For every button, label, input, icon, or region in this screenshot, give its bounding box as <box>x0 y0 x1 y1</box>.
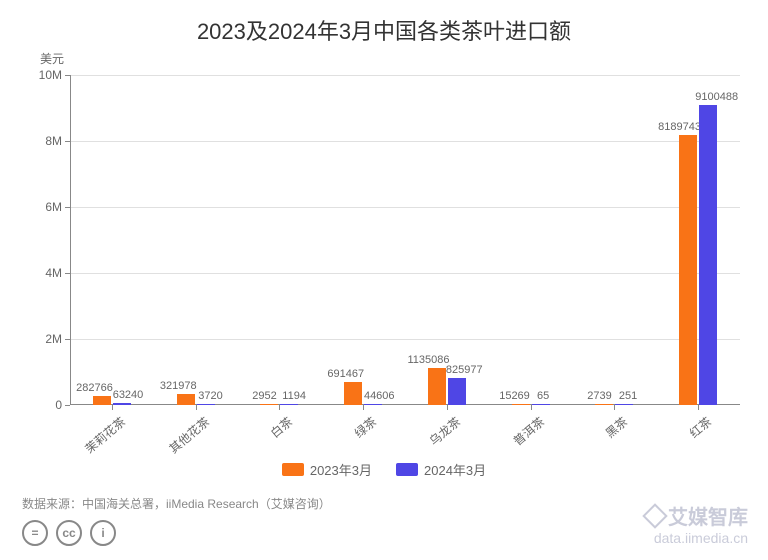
data-source-text: 数据来源：中国海关总署，iiMedia Research（艾媒咨询） <box>22 495 331 512</box>
x-tick <box>447 405 448 410</box>
cc-icon: cc <box>56 520 82 546</box>
y-tick-label: 10M <box>39 68 62 82</box>
y-tick <box>65 273 70 274</box>
watermark-logo-icon <box>642 503 667 528</box>
bar-2024年3月: 3720 <box>197 404 215 405</box>
chart-legend: 2023年3月 2024年3月 <box>0 460 768 479</box>
bar-value-label: 65 <box>537 390 549 402</box>
bar-2023年3月: 8189743 <box>679 135 697 405</box>
y-tick <box>65 207 70 208</box>
x-category-label: 绿茶 <box>351 413 380 441</box>
footer-license-icons: = cc i <box>22 520 116 546</box>
y-tick <box>65 75 70 76</box>
chart-plot-area: 2827666324032197837202952119469146744606… <box>70 75 740 405</box>
x-category-label: 白茶 <box>267 413 296 441</box>
x-tick <box>363 405 364 410</box>
x-category-label: 普洱茶 <box>509 413 548 449</box>
bar-2023年3月: 321978 <box>177 394 195 405</box>
bar-value-label: 44606 <box>364 390 395 402</box>
bar-value-label: 2739 <box>587 390 611 402</box>
watermark: 艾媒智库 data.iimedia.cn <box>646 501 748 546</box>
bar-value-label: 9100488 <box>695 91 738 103</box>
x-tick <box>698 405 699 410</box>
bar-2023年3月: 15269 <box>512 404 530 405</box>
legend-swatch <box>396 463 418 476</box>
bar-2024年3月: 63240 <box>113 403 131 405</box>
bar-value-label: 282766 <box>76 382 113 394</box>
y-tick-label: 6M <box>45 200 62 214</box>
legend-swatch <box>282 463 304 476</box>
bar-2023年3月: 282766 <box>93 396 111 405</box>
bar-2023年3月: 2739 <box>595 404 613 405</box>
bar-value-label: 321978 <box>160 380 197 392</box>
legend-item: 2024年3月 <box>396 460 486 479</box>
x-tick <box>531 405 532 410</box>
bar-2024年3月: 251 <box>615 404 633 405</box>
x-category-label: 茉莉花茶 <box>81 413 129 457</box>
x-tick <box>279 405 280 410</box>
bar-value-label: 251 <box>619 390 637 402</box>
x-tick <box>614 405 615 410</box>
bar-value-label: 691467 <box>327 368 364 380</box>
bar-2024年3月: 1194 <box>280 404 298 405</box>
bar-value-label: 8189743 <box>658 121 701 133</box>
bar-2024年3月: 9100488 <box>699 105 717 405</box>
y-tick-label: 0 <box>55 398 62 412</box>
bar-value-label: 1135086 <box>407 354 449 366</box>
y-tick-label: 8M <box>45 134 62 148</box>
x-category-label: 红茶 <box>686 413 715 441</box>
watermark-url: data.iimedia.cn <box>646 530 748 546</box>
y-tick <box>65 339 70 340</box>
bar-value-label: 63240 <box>113 389 144 401</box>
bar-2024年3月: 44606 <box>364 404 382 405</box>
x-category-label: 其他花茶 <box>165 413 213 457</box>
x-tick <box>112 405 113 410</box>
legend-item: 2023年3月 <box>282 460 372 479</box>
legend-label: 2023年3月 <box>310 460 372 479</box>
x-category-label: 黑茶 <box>602 413 631 441</box>
info-icon: i <box>90 520 116 546</box>
bar-value-label: 1194 <box>282 390 306 402</box>
x-tick <box>196 405 197 410</box>
equals-icon: = <box>22 520 48 546</box>
bar-value-label: 825977 <box>446 364 483 376</box>
y-tick-label: 2M <box>45 332 62 346</box>
legend-label: 2024年3月 <box>424 460 486 479</box>
bar-value-label: 15269 <box>499 390 530 402</box>
bar-value-label: 3720 <box>198 390 222 402</box>
y-tick <box>65 405 70 406</box>
y-tick <box>65 141 70 142</box>
bar-2023年3月: 691467 <box>344 382 362 405</box>
bars-layer: 2827666324032197837202952119469146744606… <box>70 75 740 405</box>
bar-2023年3月: 2952 <box>260 404 278 405</box>
bar-2024年3月: 65 <box>532 404 550 405</box>
bar-2024年3月: 825977 <box>448 378 466 405</box>
y-axis-unit-label: 美元 <box>40 50 64 67</box>
chart-title: 2023及2024年3月中国各类茶叶进口额 <box>0 0 768 46</box>
y-tick-label: 4M <box>45 266 62 280</box>
bar-value-label: 2952 <box>252 390 276 402</box>
bar-2023年3月: 1135086 <box>428 368 446 405</box>
watermark-name: 艾媒智库 <box>668 501 748 530</box>
x-category-label: 乌龙茶 <box>425 413 464 449</box>
